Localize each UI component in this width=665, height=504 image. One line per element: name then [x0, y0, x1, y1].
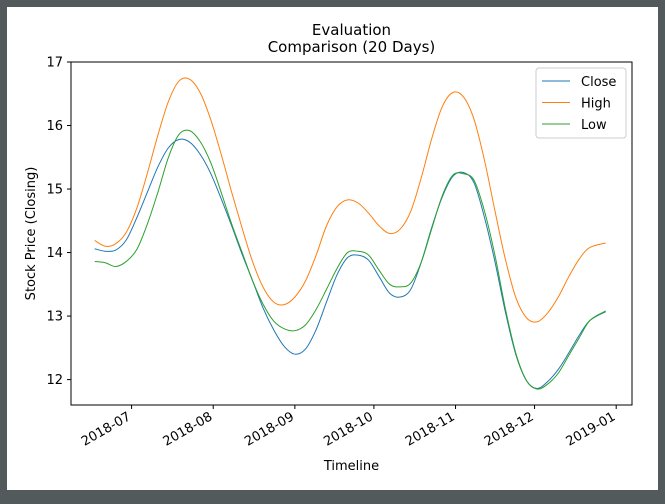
y-tick-label-14: 14	[46, 246, 63, 261]
x-tick-label-3: 2018-10	[321, 409, 376, 449]
x-tick-label-5: 2018-12	[482, 409, 537, 449]
line-chart: 12 13 14 15 16 17 2018-07 2018-08 2018-09 2018-10…	[24, 21, 633, 474]
chart-title-line-2: Comparison (20 Days)	[268, 38, 436, 56]
y-tick-label-13: 13	[46, 310, 63, 325]
x-tick-label-0: 2018-07	[79, 409, 134, 449]
legend-box	[535, 67, 627, 139]
x-tick-label-1: 2018-08	[161, 409, 216, 449]
series-line-close	[94, 138, 606, 389]
y-tick-label-12: 12	[46, 373, 63, 388]
x-axis-label: Timeline	[323, 459, 379, 474]
legend-label-close: Close	[581, 75, 616, 90]
series-line-low	[94, 129, 606, 390]
series-line-high	[94, 77, 606, 323]
x-tick-label-6: 2019-01	[564, 409, 619, 449]
chart-figure: 12 13 14 15 16 17 2018-07 2018-08 2018-09 2018-10…	[7, 7, 658, 490]
x-tick-label-2: 2018-09	[242, 409, 297, 449]
legend-label-high: High	[581, 97, 611, 112]
y-tick-label-16: 16	[46, 119, 63, 134]
legend-label-low: Low	[581, 118, 607, 133]
chart-title-line-1: Evaluation	[312, 21, 391, 39]
plot-frame	[70, 61, 633, 406]
y-tick-label-17: 17	[46, 56, 63, 71]
x-tick-label-4: 2018-11	[403, 409, 458, 449]
y-tick-label-15: 15	[46, 183, 63, 198]
y-axis-label: Stock Price (Closing)	[24, 167, 39, 301]
